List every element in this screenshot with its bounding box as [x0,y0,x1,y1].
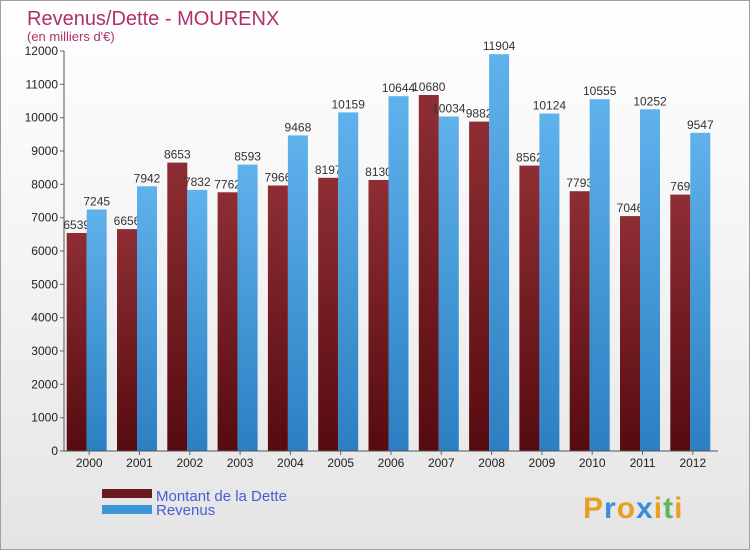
proxiti-logo: Proxiti [583,492,683,525]
value-label-revenus-2007: 10034 [432,102,466,116]
value-label-dette-2009: 8562 [516,151,543,165]
value-label-dette-2007: 10680 [412,80,446,94]
value-label-revenus-2003: 8593 [234,150,261,164]
x-tick-label-2009: 2009 [529,456,556,470]
bar-dette-2010 [569,191,590,451]
proxiti-letter-2: o [617,492,636,525]
x-tick-label-2006: 2006 [378,456,405,470]
bar-revenus-2002 [187,189,208,451]
chart-title: Revenus/Dette - MOURENX [27,8,279,30]
x-tick-label-2005: 2005 [327,456,354,470]
value-label-dette-2010: 7793 [566,176,593,190]
legend: Montant de la Dette Revenus [102,488,287,519]
bar-dette-2008 [469,121,490,451]
bar-dette-2002 [167,162,188,451]
bar-revenus-2010 [589,99,610,451]
legend-swatch-revenus [102,505,152,514]
value-label-dette-2002: 8653 [164,148,191,162]
value-label-dette-2011: 7046 [617,201,644,215]
x-tick-label-2000: 2000 [76,456,103,470]
y-tick-label-9000: 9000 [31,144,58,158]
bar-dette-2009 [519,165,540,451]
bar-dette-2004 [267,185,288,451]
bar-revenus-2000 [86,209,107,451]
bar-revenus-2012 [690,132,711,452]
y-tick-label-12000: 12000 [25,44,59,58]
proxiti-logo-text: Proxiti [583,492,683,525]
value-label-revenus-2009: 10124 [533,99,567,113]
y-tick-label-6000: 6000 [31,244,58,258]
y-tick-label-4000: 4000 [31,311,58,325]
bar-dette-2007 [418,95,439,451]
y-tick-label-7000: 7000 [31,211,58,225]
value-label-revenus-2005: 10159 [332,97,366,111]
value-label-revenus-2008: 11904 [483,39,516,53]
proxiti-letter-3: x [636,492,654,525]
bar-revenus-2003 [237,164,258,451]
chart-subtitle: (en milliers d'€) [27,29,115,44]
x-tick-label-2003: 2003 [227,456,254,470]
bar-revenus-2007 [438,116,459,451]
x-tick-label-2012: 2012 [679,456,706,470]
value-label-revenus-2011: 10252 [633,94,667,108]
y-tick-label-11000: 11000 [26,77,59,91]
bar-revenus-2006 [388,96,409,451]
bar-dette-2001 [117,229,137,451]
legend-label-dette: Montant de la Dette [156,488,287,505]
value-label-revenus-2006: 10644 [382,81,416,95]
proxiti-letter-0: P [583,492,604,525]
bar-dette-2000 [66,233,87,451]
bar-revenus-2001 [137,186,157,452]
bar-dette-2005 [318,177,339,452]
value-label-revenus-2002: 7832 [184,175,211,189]
bar-revenus-2008 [489,54,510,451]
x-tick-label-2001: 2001 [126,456,153,470]
value-label-revenus-2012: 9547 [687,118,714,132]
value-label-dette-2003: 7762 [214,177,241,191]
legend-label-revenus: Revenus [156,502,215,519]
x-tick-label-2010: 2010 [579,456,606,470]
value-label-revenus-2000: 7245 [83,195,110,209]
bar-revenus-2009 [539,113,560,451]
value-label-dette-2012: 769 [670,180,690,194]
value-label-dette-2005: 8197 [315,163,342,177]
bar-dette-2012 [670,194,691,451]
value-label-revenus-2001: 7942 [134,171,161,185]
y-tick-label-5000: 5000 [31,277,58,291]
bar-dette-2011 [620,216,640,451]
value-label-revenus-2004: 9468 [285,120,312,134]
y-tick-label-0: 0 [51,444,58,458]
y-tick-label-2000: 2000 [31,377,58,391]
value-label-dette-2008: 9882 [466,107,493,121]
bar-dette-2006 [368,180,389,451]
value-label-dette-2000: 6539 [63,218,90,232]
x-tick-label-2011: 2011 [630,456,656,470]
proxiti-letter-4: i [654,492,663,525]
value-label-dette-2004: 7966 [265,171,292,185]
x-tick-label-2004: 2004 [277,456,304,470]
bar-revenus-2011 [640,109,660,452]
value-label-dette-2001: 6656 [114,214,141,228]
proxiti-letter-6: i [674,492,683,525]
proxiti-letter-5: t [663,492,674,525]
bar-dette-2003 [217,192,238,452]
y-tick-label-8000: 8000 [31,177,58,191]
proxiti-letter-1: r [604,492,617,525]
value-label-revenus-2010: 10555 [583,84,617,98]
y-tick-label-3000: 3000 [31,344,58,358]
axes-group: 2000 2001 2002 2003 2004 2005 2006 2007 2008 2009… [25,44,718,470]
legend-swatch-dette [102,489,152,498]
y-tick-label-10000: 10000 [25,111,59,125]
bar-revenus-2004 [287,135,308,451]
value-label-dette-2006: 8130 [365,165,392,179]
bar-revenus-2005 [338,112,359,452]
x-tick-label-2002: 2002 [176,456,203,470]
x-tick-label-2007: 2007 [428,456,455,470]
x-tick-label-2008: 2008 [478,456,505,470]
y-tick-label-1000: 1000 [31,411,58,425]
